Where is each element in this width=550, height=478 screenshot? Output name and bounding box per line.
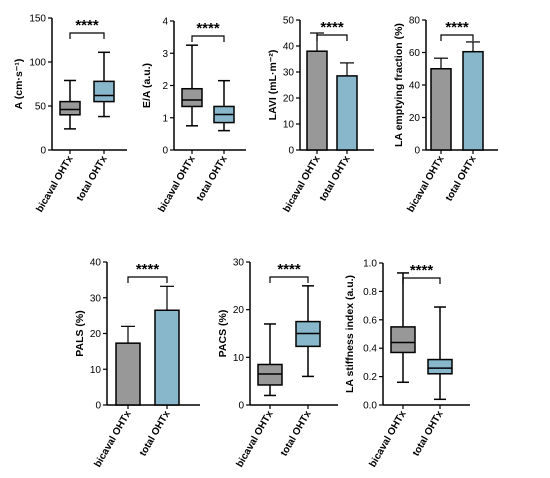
category-label: total OHTx	[318, 154, 353, 204]
category-label: bicaval OHTx	[281, 154, 322, 215]
y-tick-label: 0.4	[363, 344, 377, 355]
y-tick-label: 40	[409, 81, 421, 92]
y-tick-label: 0.0	[363, 401, 377, 412]
bar	[306, 50, 328, 151]
significance-stars: ****	[196, 20, 220, 37]
y-tick-label: 80	[409, 16, 421, 27]
category-label: total OHTx	[195, 154, 230, 204]
y-tick-label: 10	[90, 365, 102, 376]
bar	[154, 309, 180, 406]
significance-stars: ****	[445, 19, 469, 36]
y-tick-label: 3	[162, 49, 168, 60]
y-tick-label: 0	[95, 401, 101, 412]
box	[93, 80, 115, 103]
bar	[336, 75, 358, 151]
box	[390, 326, 416, 354]
category-label: bicaval OHTx	[367, 409, 408, 470]
y-tick-label: 4	[162, 17, 168, 28]
significance-bracket	[69, 32, 105, 39]
significance-stars: ****	[136, 261, 160, 278]
category-label: total OHTx	[138, 409, 173, 459]
y-tick-label: 20	[283, 94, 295, 105]
y-tick-label: 60	[409, 48, 421, 59]
box	[427, 358, 453, 375]
y-tick-label: 30	[283, 68, 295, 79]
significance-stars: ****	[277, 261, 301, 278]
y-tick-label: 20	[233, 305, 245, 316]
y-tick-label: 30	[233, 258, 245, 269]
significance-bracket	[316, 34, 348, 41]
category-label: total OHTx	[75, 154, 110, 204]
category-label: total OHTx	[279, 409, 314, 459]
significance-stars: ****	[410, 262, 434, 279]
y-tick-label: 1	[162, 113, 168, 124]
y-axis-title: A (cm·s⁻¹)	[13, 59, 25, 110]
significance-bracket	[191, 35, 225, 42]
y-tick-label: 150	[29, 14, 46, 25]
y-tick-label: 0.8	[363, 287, 377, 298]
chart-panel-1: 0 50 100 150 A (cm·s⁻¹) bicaval OHTx total OHT…	[13, 14, 127, 215]
y-tick-label: 0	[288, 146, 294, 157]
y-tick-label: 10	[283, 120, 295, 131]
y-tick-label: 0.6	[363, 315, 377, 326]
y-axis-title: LA stiffness index (a.u.)	[344, 275, 356, 393]
category-label: total OHTx	[444, 154, 479, 204]
y-tick-label: 10	[233, 353, 245, 364]
y-axis-title: PACS (%)	[217, 310, 229, 358]
significance-stars: ****	[75, 17, 99, 34]
significance-bracket	[127, 276, 168, 283]
y-tick-label: 30	[90, 293, 102, 304]
chart-panel-4: 0 20 40 60 80 LA emptying fraction (%)bicaval…	[393, 16, 498, 215]
y-tick-label: 0	[414, 146, 420, 157]
box	[181, 87, 203, 108]
category-label: bicaval OHTx	[405, 154, 446, 215]
y-tick-label: 40	[283, 42, 295, 53]
y-tick-label: 0.2	[363, 372, 377, 383]
category-label: bicaval OHTx	[234, 409, 275, 470]
y-tick-label: 0	[238, 401, 244, 412]
y-axis-title: LA emptying fraction (%)	[393, 23, 405, 147]
significance-bracket	[440, 34, 474, 41]
y-tick-label: 1.0	[363, 259, 377, 270]
significance-bracket	[402, 277, 441, 284]
chart-panel-3: 0 10 20 30 40 50 LAVI (mL·m⁻²) bicaval OHTxtota…	[267, 16, 374, 215]
category-label: bicaval OHTx	[92, 409, 133, 470]
significance-bracket	[269, 276, 309, 283]
bar	[462, 50, 484, 151]
chart-panel-6: 0 10 20 30 PACS (%) bicaval OHTx total OHTx ***…	[217, 258, 338, 470]
category-label: bicaval OHTx	[156, 154, 197, 215]
y-axis-title: E/A (a.u.)	[141, 63, 153, 108]
significance-stars: ****	[320, 19, 344, 36]
y-tick-label: 20	[90, 329, 102, 340]
y-tick-label: 2	[162, 81, 168, 92]
box	[59, 100, 81, 116]
bar	[115, 342, 141, 406]
y-tick-label: 50	[283, 16, 295, 27]
category-label: bicaval OHTx	[34, 154, 75, 215]
y-axis-title: PALS (%)	[74, 310, 86, 356]
y-tick-label: 100	[29, 58, 46, 69]
y-axis-title: LAVI (mL·m⁻²)	[267, 50, 279, 121]
y-tick-label: 0	[162, 146, 168, 157]
category-label: total OHTx	[411, 409, 446, 459]
chart-panel-7: 0.0 0.2 0.4 0.6 0.8 1.0 LA stiffness index (a.…	[344, 259, 470, 470]
y-tick-label: 50	[35, 102, 47, 113]
y-tick-label: 20	[409, 113, 421, 124]
y-tick-label: 0	[40, 146, 46, 157]
y-tick-label: 40	[90, 258, 102, 269]
bar	[430, 68, 452, 151]
chart-panel-5: 0 10 20 30 40 PALS (%) bicaval OHTx total OHTx *…	[74, 258, 200, 470]
